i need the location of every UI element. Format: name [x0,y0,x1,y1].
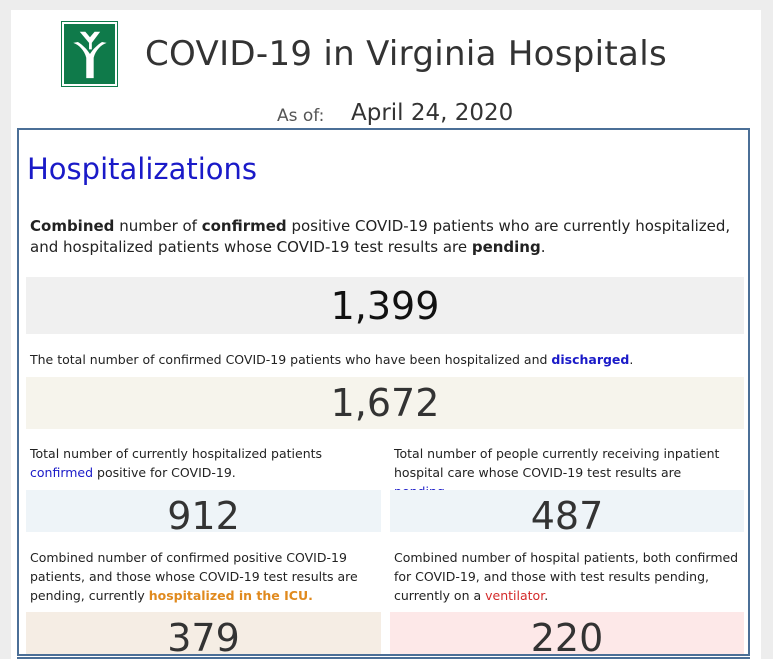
desc-text: positive for COVID-19. [93,465,236,480]
as-of-date: April 24, 2020 [351,100,514,126]
value-text: 220 [530,616,604,654]
desc-text: Combined number of hospital patients, bo… [394,550,739,603]
hospitalizations-panel: Hospitalizations Combined number of conf… [17,128,750,656]
pending-description: Total number of people currently receivi… [394,444,739,501]
divider [17,657,750,659]
pending-value: 487 [390,490,744,532]
icu-value: 379 [26,612,381,654]
discharged-keyword: discharged [551,352,630,367]
desc-text: . [540,238,546,256]
desc-text: number of [114,217,202,235]
ventilator-description: Combined number of hospital patients, bo… [394,548,739,605]
desc-text: Combined number of confirmed positive CO… [30,550,358,603]
desc-text: Total number of currently hospitalized p… [30,446,323,461]
ventilator-value: 220 [390,612,744,654]
combined-hospitalized-value: 1,399 [26,277,744,334]
icu-description: Combined number of confirmed positive CO… [30,548,365,605]
desc-text: . [544,588,549,603]
value-text: 1,672 [330,381,440,425]
vhha-logo-icon [61,21,118,87]
discharged-value: 1,672 [26,377,744,429]
icu-keyword: hospitalized in the ICU. [148,588,313,603]
value-text: 1,399 [330,283,440,328]
section-title: Hospitalizations [27,152,258,186]
value-text: 487 [530,494,604,532]
value-text: 912 [167,494,240,532]
discharged-description: The total number of confirmed COVID-19 p… [30,350,740,369]
ventilator-keyword: ventilator [485,588,545,603]
dashboard-page: COVID-19 in Virginia Hospitals As of: Ap… [11,10,761,659]
confirmed-keyword: confirmed [30,465,94,480]
pending-keyword: pending [471,238,541,256]
confirmed-keyword: confirmed [201,217,287,235]
as-of-label: As of: [277,106,325,126]
desc-text: positive COVID-19 patients who are curre… [30,217,731,256]
combined-keyword: Combined [30,217,115,235]
value-text: 379 [167,616,240,654]
desc-text: Total number of people currently receivi… [394,446,720,480]
confirmed-value: 912 [26,490,381,532]
desc-text: The total number of confirmed COVID-19 p… [30,352,552,367]
combined-description: Combined number of confirmed positive CO… [30,216,740,258]
confirmed-description: Total number of currently hospitalized p… [30,444,350,482]
desc-text: . [629,352,634,367]
page-title: COVID-19 in Virginia Hospitals [145,34,667,74]
